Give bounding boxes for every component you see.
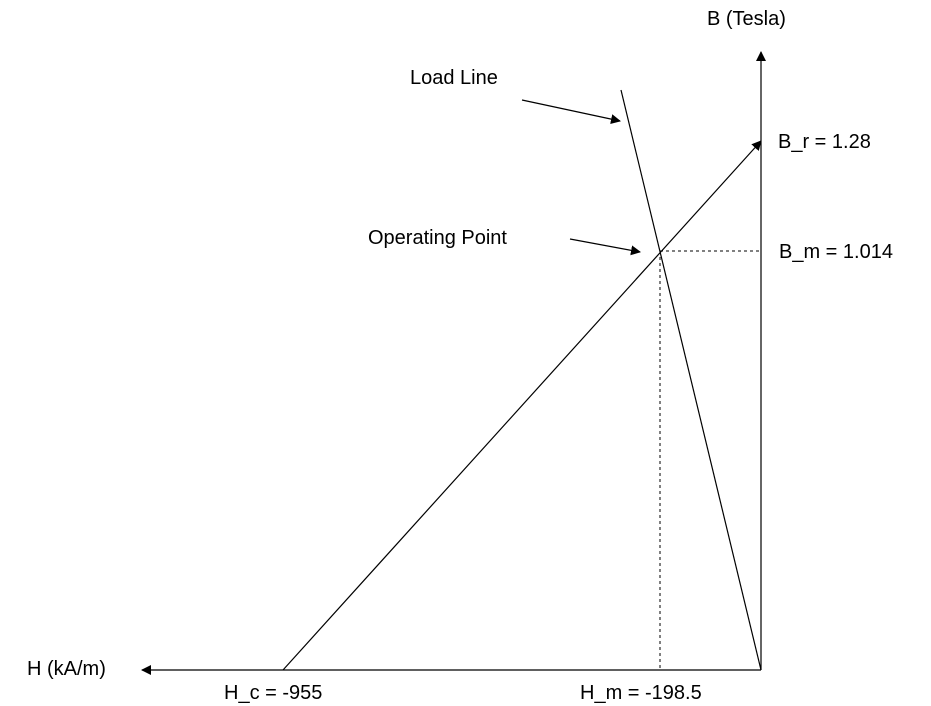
hc-value-label: H_c = -955 [224, 682, 322, 704]
operating-point-pointer-arrow [569, 238, 641, 256]
bm-value-label: B_m = 1.014 [779, 241, 893, 263]
h-axis-label: H (kA/m) [27, 658, 106, 680]
br-value-label: B_r = 1.28 [778, 131, 871, 153]
demagnetization-line [282, 140, 762, 671]
load-line [620, 89, 762, 671]
b-axis-label: B (Tesla) [707, 8, 786, 30]
load-line-pointer-arrow [521, 99, 621, 125]
hm-value-label: H_m = -198.5 [580, 682, 702, 704]
load-line-label: Load Line [410, 67, 498, 89]
operating-point-label: Operating Point [368, 227, 507, 249]
